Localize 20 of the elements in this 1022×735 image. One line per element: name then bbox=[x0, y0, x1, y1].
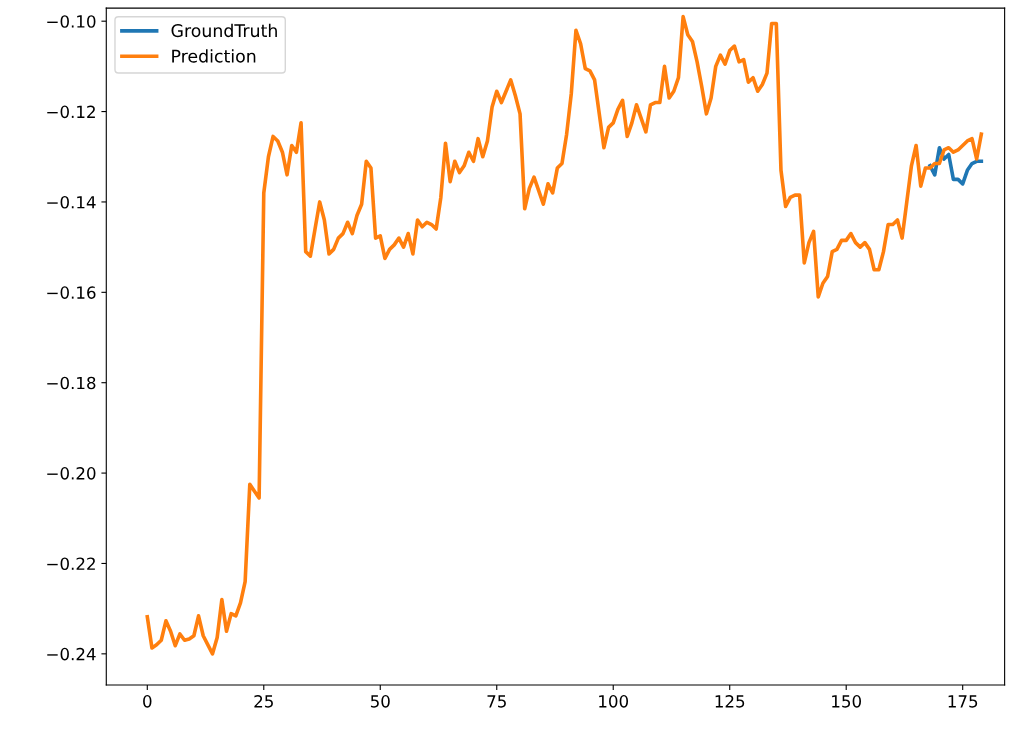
x-tick-label: 50 bbox=[370, 695, 390, 708]
x-tick-label: 175 bbox=[948, 695, 978, 708]
y-tick-label: −0.20 bbox=[47, 467, 96, 480]
y-tick-label: −0.10 bbox=[47, 15, 96, 28]
legend-label: Prediction bbox=[172, 49, 256, 63]
y-tick-label: −0.12 bbox=[47, 105, 95, 119]
x-tick-label: 100 bbox=[599, 695, 629, 708]
y-tick-label: −0.14 bbox=[47, 195, 96, 209]
x-tick-label: 0 bbox=[143, 695, 152, 708]
x-tick-label: 25 bbox=[254, 695, 273, 708]
line-series bbox=[928, 145, 984, 186]
x-tick-label: 150 bbox=[832, 695, 861, 708]
legend-label: GroundTruth bbox=[171, 23, 277, 38]
y-tick-label: −0.18 bbox=[47, 376, 96, 390]
x-tick-label: 75 bbox=[487, 695, 506, 708]
x-tick-label: 125 bbox=[715, 695, 745, 708]
y-tick-label: −0.16 bbox=[47, 286, 96, 299]
y-tick-label: −0.22 bbox=[47, 557, 95, 571]
y-tick-label: −0.24 bbox=[47, 647, 96, 661]
line-series bbox=[145, 14, 984, 656]
